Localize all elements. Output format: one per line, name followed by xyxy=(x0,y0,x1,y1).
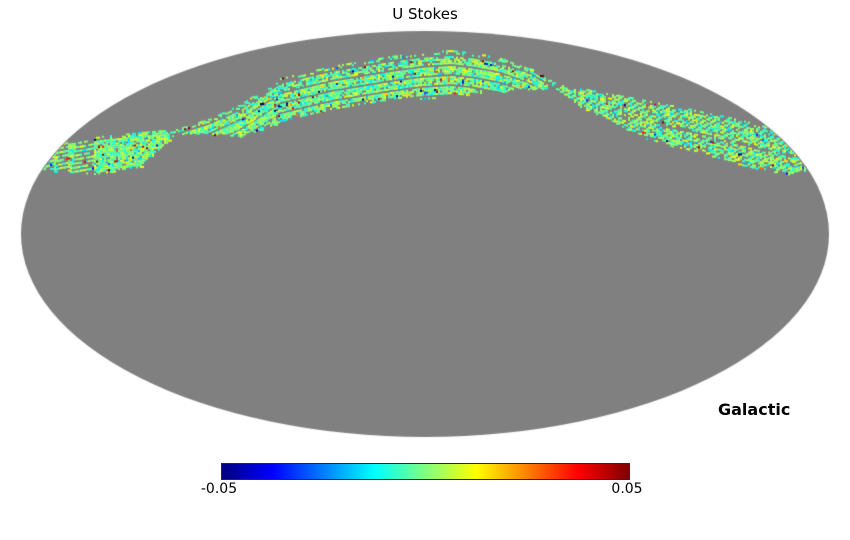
plot-title: U Stokes xyxy=(392,5,458,23)
colorbar-gradient xyxy=(221,463,630,480)
coordinate-system-label: Galactic xyxy=(718,400,791,419)
colorbar-max-tick-label: 0.05 xyxy=(611,481,643,497)
colorbar-min-tick-label: -0.05 xyxy=(200,481,238,497)
